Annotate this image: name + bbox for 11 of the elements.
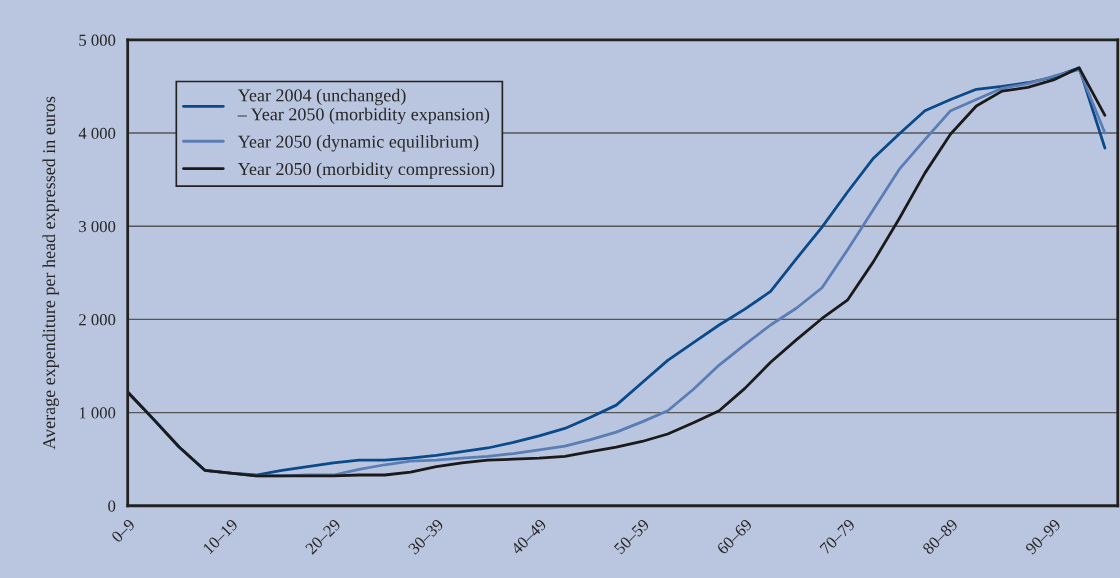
legend-label: Year 2050 (morbidity compression) bbox=[237, 162, 495, 179]
y-tick-label: 5 000 bbox=[79, 34, 116, 46]
y-tick-label: 2 000 bbox=[79, 314, 116, 326]
y-axis-title: Average expenditure per head expressed in euros bbox=[42, 96, 59, 450]
x-tick-label: 0–9 bbox=[110, 518, 136, 544]
y-tick-label: 0 bbox=[108, 500, 116, 512]
y-tick-label: 4 000 bbox=[78, 127, 116, 139]
legend-label: Year 2050 (dynamic equilibrium) bbox=[237, 135, 479, 152]
y-tick-label: 3 000 bbox=[79, 220, 116, 233]
y-tick-label: 1 000 bbox=[79, 407, 116, 419]
legend-label: Year 2004 (unchanged) – Year 2050 (morbidity expansion) bbox=[237, 88, 490, 125]
